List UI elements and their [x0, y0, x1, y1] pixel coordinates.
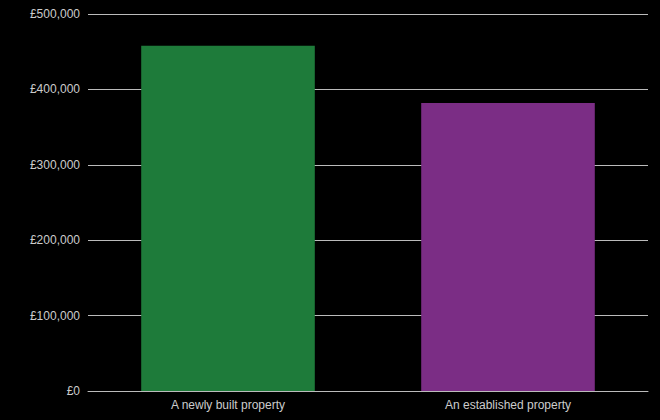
svg-text:£300,000: £300,000: [30, 158, 80, 172]
svg-text:A newly built property: A newly built property: [171, 398, 285, 412]
svg-text:An established property: An established property: [445, 398, 571, 412]
svg-text:£0: £0: [67, 384, 81, 398]
svg-text:£200,000: £200,000: [30, 233, 80, 247]
svg-text:£100,000: £100,000: [30, 309, 80, 323]
svg-text:£500,000: £500,000: [30, 7, 80, 21]
svg-text:£400,000: £400,000: [30, 82, 80, 96]
